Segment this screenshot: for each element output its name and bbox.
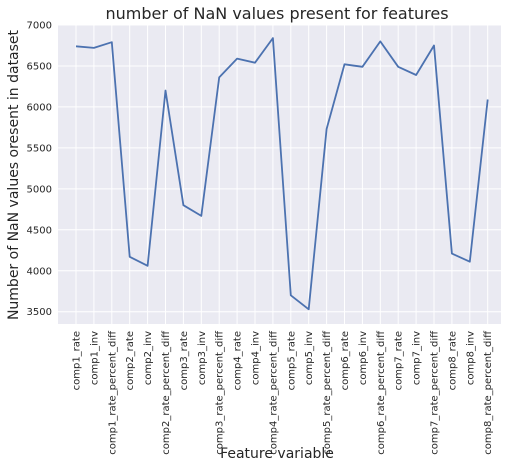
series-line bbox=[75, 37, 489, 311]
x-tick-labels: comp1_rate comp1_inv comp1_rate_percent_di… bbox=[72, 330, 495, 455]
y-tick-label: 6000 bbox=[27, 102, 52, 113]
y-tick-label: 4000 bbox=[27, 266, 52, 277]
x-tick-label: comp5_rate_percent_diff bbox=[322, 330, 333, 455]
x-tick-label: comp4_rate_percent_diff bbox=[268, 330, 279, 455]
x-tick-label: comp2_rate bbox=[125, 331, 136, 390]
x-tick-label: comp6_rate bbox=[340, 331, 351, 390]
x-tick-label: comp4_inv bbox=[251, 331, 262, 385]
y-tick-label: 5500 bbox=[27, 143, 52, 154]
gridlines bbox=[58, 24, 501, 324]
x-axis-title: Feature variable bbox=[220, 446, 334, 462]
x-tick-label: comp4_rate bbox=[233, 331, 244, 390]
x-tick-label: comp1_inv bbox=[89, 331, 100, 385]
x-tick-label: comp6_inv bbox=[358, 331, 369, 385]
x-tick-label: comp1_rate_percent_diff bbox=[107, 330, 118, 455]
y-tick-label: 3500 bbox=[27, 307, 52, 318]
x-tick-label: comp3_inv bbox=[197, 331, 208, 385]
y-tick-labels: 3500 4000 4500 5000 5500 6000 6500 7000 bbox=[27, 21, 52, 319]
x-tick-label: comp8_rate bbox=[447, 331, 458, 390]
y-tick-label: 4500 bbox=[27, 225, 52, 236]
x-tick-label: comp8_rate_percent_diff bbox=[483, 330, 494, 455]
x-tick-label: comp7_inv bbox=[412, 331, 423, 385]
x-tick-label: comp5_inv bbox=[304, 331, 315, 385]
x-tick-label: comp7_rate_percent_diff bbox=[430, 330, 441, 455]
y-axis-title: Number of NaN values oresent in dataset bbox=[6, 29, 22, 320]
chart-title: number of NaN values present for feature… bbox=[105, 4, 448, 23]
x-tick-label: comp1_rate bbox=[72, 331, 83, 390]
x-tick-label: comp6_rate_percent_diff bbox=[376, 330, 387, 455]
x-tick-label: comp3_rate bbox=[179, 331, 190, 390]
plot-area bbox=[58, 25, 501, 324]
y-tick-label: 5000 bbox=[27, 184, 52, 195]
x-tick-label: comp2_rate_percent_diff bbox=[161, 330, 172, 455]
y-tick-label: 6500 bbox=[27, 61, 52, 72]
y-tick-label: 7000 bbox=[27, 21, 52, 32]
x-tick-label: comp2_inv bbox=[143, 331, 154, 385]
x-tick-label: comp3_rate_percent_diff bbox=[215, 330, 226, 455]
x-tick-label: comp8_inv bbox=[465, 331, 476, 385]
x-tick-label: comp5_rate bbox=[286, 331, 297, 390]
x-tick-label: comp7_rate bbox=[394, 331, 405, 390]
